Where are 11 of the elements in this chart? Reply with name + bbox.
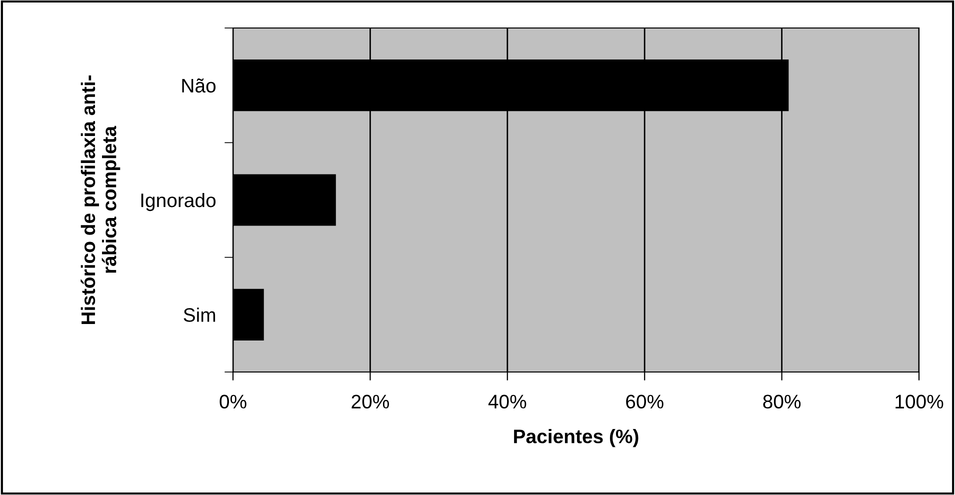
x-tick-label: 60% xyxy=(626,394,664,409)
x-axis-title: Pacientes (%) xyxy=(514,429,638,448)
y-axis-title: Histórico de profilaxia anti- rábica completa xyxy=(80,75,120,324)
x-tick-label: 20% xyxy=(352,394,389,409)
x-tick-label: 80% xyxy=(763,394,801,409)
y-tick-label: Ignorado xyxy=(141,192,216,212)
y-tick-label: Não xyxy=(182,78,216,93)
y-tick-label: Sim xyxy=(184,308,216,322)
x-tick-label: 40% xyxy=(488,394,526,409)
x-tick-label: 0% xyxy=(220,394,246,409)
x-tick-label: 100% xyxy=(896,394,944,409)
